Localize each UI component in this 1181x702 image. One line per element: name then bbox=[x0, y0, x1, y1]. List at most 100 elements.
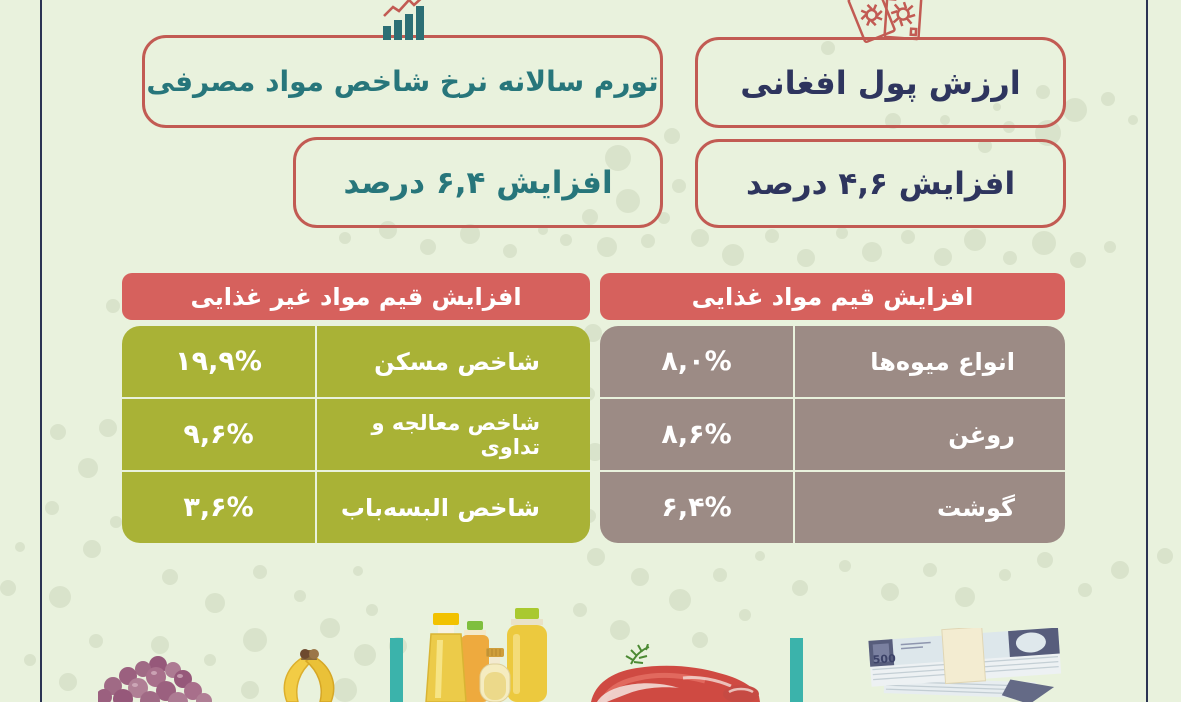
table-row: گوشت ۶,۴% bbox=[600, 472, 1065, 543]
polka-dot bbox=[597, 237, 617, 257]
polka-dot bbox=[1157, 548, 1173, 564]
row-value: ۸,۶% bbox=[600, 399, 793, 470]
polka-dot bbox=[1032, 231, 1056, 255]
polka-dot bbox=[955, 587, 975, 607]
nonfood-table-title: افزایش قیم مواد غیر غذایی bbox=[190, 282, 522, 311]
row-label: انواع میوه‌ها bbox=[795, 326, 1065, 397]
polka-dot bbox=[691, 229, 709, 247]
inflation-title: تورم سالانه نرخ شاخص مواد مصرفی bbox=[146, 65, 659, 98]
polka-dot bbox=[923, 563, 937, 577]
polka-dot bbox=[1104, 241, 1116, 253]
polka-dot bbox=[821, 41, 835, 55]
left-frame-line bbox=[40, 0, 42, 702]
polka-dot bbox=[862, 242, 882, 262]
table-row: انواع میوه‌ها ۸,۰% bbox=[600, 326, 1065, 397]
polka-dot bbox=[658, 212, 670, 224]
currency-title-box: ارزش پول افغانی bbox=[695, 37, 1066, 128]
polka-dot bbox=[999, 569, 1011, 581]
banknotes-icon bbox=[840, 0, 932, 44]
polka-dot bbox=[1111, 561, 1129, 579]
polka-dot bbox=[420, 239, 436, 255]
polka-dot bbox=[616, 189, 640, 213]
bananas-photo bbox=[265, 646, 353, 702]
polka-dot bbox=[83, 540, 101, 558]
grapes-photo bbox=[96, 655, 216, 702]
polka-dot bbox=[333, 678, 357, 702]
divider-bar-left bbox=[390, 638, 403, 702]
polka-dot bbox=[755, 551, 765, 561]
polka-dot bbox=[797, 249, 815, 267]
inflation-title-box: تورم سالانه نرخ شاخص مواد مصرفی bbox=[142, 35, 663, 128]
polka-dot bbox=[881, 583, 899, 601]
polka-dot bbox=[0, 580, 16, 596]
row-value: ۶,۴% bbox=[600, 472, 793, 543]
polka-dot bbox=[106, 299, 120, 313]
polka-dot bbox=[836, 227, 848, 239]
table-row: شاخص مسکن ۱۹,۹% bbox=[122, 326, 590, 397]
nonfood-table-header: افزایش قیم مواد غیر غذایی bbox=[122, 273, 590, 320]
table-row: شاخص البسه‌باب ۳,۶% bbox=[122, 472, 590, 543]
polka-dot bbox=[964, 229, 986, 251]
polka-dot bbox=[631, 568, 649, 586]
polka-dot bbox=[78, 458, 98, 478]
meat-photo bbox=[583, 643, 763, 702]
polka-dot bbox=[1037, 552, 1053, 568]
polka-dot bbox=[669, 589, 691, 611]
polka-dot bbox=[294, 590, 306, 602]
polka-dot bbox=[162, 569, 178, 585]
polka-dot bbox=[792, 580, 808, 596]
polka-dot bbox=[50, 424, 66, 440]
polka-dot bbox=[1003, 251, 1017, 265]
row-label: روغن bbox=[795, 399, 1065, 470]
polka-dot bbox=[722, 244, 744, 266]
polka-dot bbox=[586, 443, 604, 461]
food-table-header: افزایش قیم مواد غذایی bbox=[600, 273, 1065, 320]
polka-dot bbox=[89, 634, 103, 648]
polka-dot bbox=[339, 232, 351, 244]
row-label: شاخص البسه‌باب bbox=[317, 472, 590, 543]
polka-dot bbox=[692, 632, 708, 648]
polka-dot bbox=[739, 609, 751, 621]
right-frame-line bbox=[1146, 0, 1148, 702]
bar-chart-icon bbox=[381, 0, 429, 40]
divider-bar-right bbox=[790, 638, 803, 702]
nonfood-table: شاخص مسکن ۱۹,۹% شاخص معالجه و تداوی ۹,۶%… bbox=[122, 326, 590, 543]
money-stack-photo: 500 bbox=[862, 626, 1072, 702]
polka-dot bbox=[241, 681, 259, 699]
polka-dot bbox=[205, 593, 225, 613]
polka-dot bbox=[713, 568, 727, 582]
polka-dot bbox=[151, 636, 169, 654]
polka-dot bbox=[24, 654, 36, 666]
food-table: انواع میوه‌ها ۸,۰% روغن ۸,۶% گوشت ۶,۴% bbox=[600, 326, 1065, 543]
row-label: شاخص معالجه و تداوی bbox=[317, 399, 590, 470]
polka-dot bbox=[1036, 85, 1050, 99]
polka-dot bbox=[934, 248, 952, 266]
polka-dot bbox=[538, 225, 548, 235]
polka-dot bbox=[253, 565, 267, 579]
polka-dot bbox=[320, 618, 340, 638]
currency-change-box: افزایش ۴,۶ درصد bbox=[695, 139, 1066, 228]
polka-dot bbox=[587, 548, 605, 566]
polka-dot bbox=[672, 179, 686, 193]
polka-dot bbox=[605, 145, 631, 171]
currency-title: ارزش پول افغانی bbox=[740, 63, 1021, 102]
polka-dot bbox=[1078, 583, 1092, 597]
polka-dot bbox=[582, 209, 598, 225]
banknote-500-label: 500 bbox=[872, 652, 896, 667]
polka-dot bbox=[664, 128, 680, 144]
table-row: شاخص معالجه و تداوی ۹,۶% bbox=[122, 399, 590, 470]
row-value: ۳,۶% bbox=[122, 472, 315, 543]
table-row: روغن ۸,۶% bbox=[600, 399, 1065, 470]
polka-dot bbox=[45, 501, 59, 515]
row-value: ۸,۰% bbox=[600, 326, 793, 397]
polka-dot bbox=[765, 229, 779, 243]
row-label: شاخص مسکن bbox=[317, 326, 590, 397]
row-value: ۱۹,۹% bbox=[122, 326, 315, 397]
polka-dot bbox=[503, 244, 517, 258]
oil-bottles-photo bbox=[423, 608, 553, 702]
polka-dot bbox=[1128, 115, 1138, 125]
polka-dot bbox=[460, 224, 480, 244]
row-value: ۹,۶% bbox=[122, 399, 315, 470]
